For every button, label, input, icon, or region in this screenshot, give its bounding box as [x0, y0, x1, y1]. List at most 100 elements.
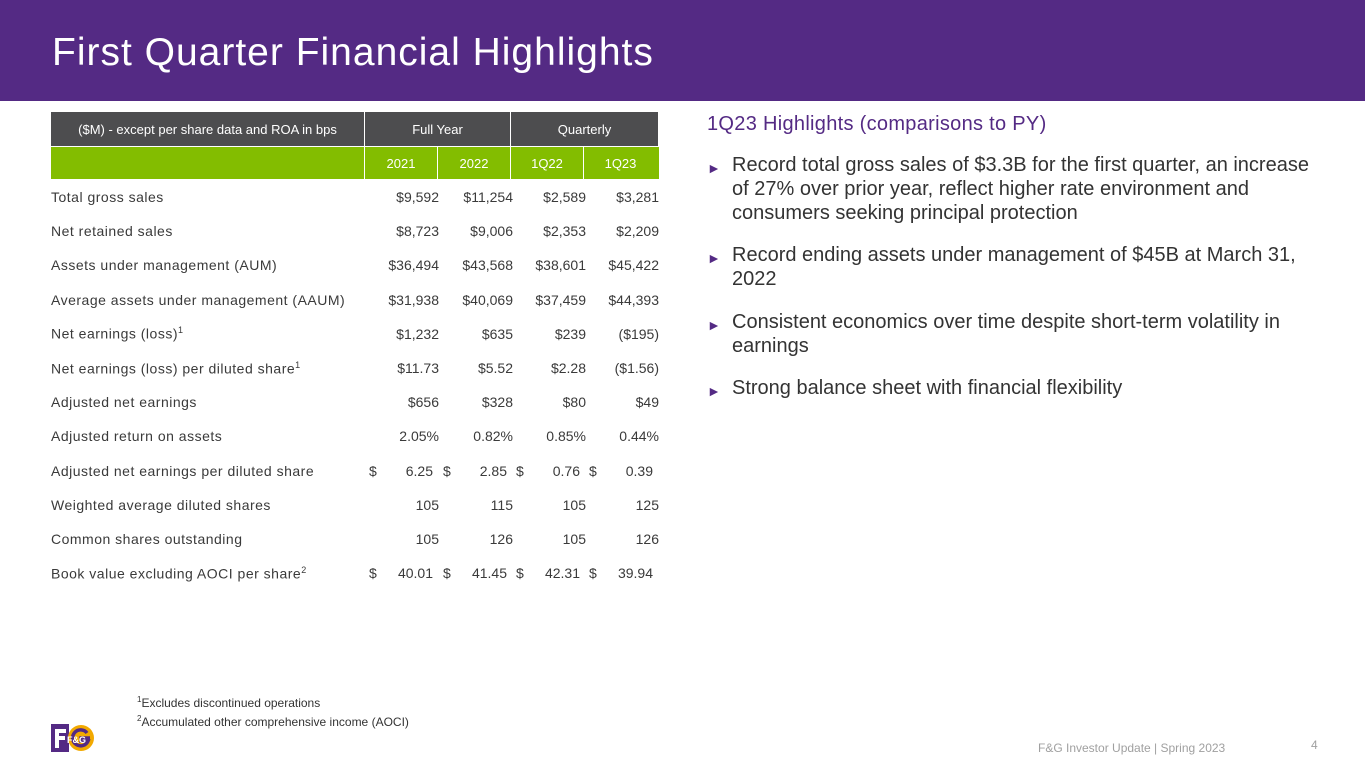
table-cell: ($1.56) — [614, 360, 659, 376]
table-cell: $9,006 — [470, 223, 513, 240]
table-header-label: ($M) - except per share data and ROA in … — [51, 112, 364, 146]
bullet-text: Record total gross sales of $3.3B for th… — [732, 154, 1309, 224]
quarterly-header: Quarterly — [511, 112, 658, 146]
table-row: Weighted average diluted shares 105 115 105… — [51, 488, 659, 522]
dollar-sign: $ — [589, 565, 597, 582]
table-row: Assets under management (AUM) $36,494 $43,… — [51, 248, 659, 282]
dollar-sign: $ — [516, 462, 524, 479]
highlights-heading: 1Q23 Highlights (comparisons to PY) — [707, 113, 1047, 135]
table-cell: 41.45 — [471, 565, 507, 582]
table-cell: $635 — [481, 325, 513, 342]
table-cell: 40.01 — [397, 565, 433, 582]
footer-text: F&G Investor Update | Spring 2023 — [1038, 741, 1226, 755]
table-row: Common shares outstanding 105 126 105 126 — [51, 522, 659, 556]
row-label: Net earnings (loss)1 — [51, 325, 184, 343]
table-cell: $44,393 — [608, 291, 659, 308]
table-cell: 2.85 — [479, 462, 507, 479]
footnotes: 1Excludes discontinued operations 2Accum… — [137, 692, 409, 730]
dollar-sign: $ — [516, 565, 524, 582]
highlight-bullet: ► Strong balance sheet with financial fl… — [707, 376, 1327, 400]
table-row: Book value excluding AOCI per share2 $40.… — [51, 556, 659, 590]
footnote: 2Accumulated other comprehensive income … — [137, 714, 409, 729]
table-row: Adjusted return on assets 2.05% 0.82% 0.85%… — [51, 419, 659, 453]
table-cell: $38,601 — [535, 257, 586, 274]
row-label: Total gross sales — [51, 189, 164, 205]
table-row: Total gross sales $9,592 $11,254 $2,589 $3,2… — [51, 180, 659, 214]
table-cell: $36,494 — [388, 257, 439, 274]
dollar-sign: $ — [589, 462, 597, 479]
table-cell: $49 — [635, 394, 659, 411]
table-row: Adjusted net earnings $656 $328 $80 $49 — [51, 385, 659, 419]
bullet-text: Record ending assets under management of… — [732, 244, 1296, 290]
row-label: Adjusted return on assets — [51, 428, 223, 445]
table-cell: 6.25 — [405, 462, 433, 479]
highlight-bullet: ► Record total gross sales of $3.3B for … — [707, 153, 1327, 225]
table-cell: 2.05% — [399, 428, 439, 445]
table-cell: $9,592 — [396, 189, 439, 205]
table-cell: $2,353 — [543, 223, 586, 240]
table-header-row: ($M) - except per share data and ROA in … — [51, 112, 658, 146]
page-title: First Quarter Financial Highlights — [52, 31, 654, 74]
table-cell: $2.28 — [550, 360, 586, 376]
table-cell: $239 — [554, 325, 586, 342]
row-label: Common shares outstanding — [51, 531, 243, 547]
table-cell: 125 — [635, 496, 659, 513]
dollar-sign: $ — [443, 565, 451, 582]
table-cell: 105 — [415, 496, 439, 513]
svg-text:F&G: F&G — [67, 735, 86, 745]
bullet-text: Consistent economics over time despite s… — [732, 311, 1280, 357]
row-label: Assets under management (AUM) — [51, 257, 278, 274]
table-cell: $11.73 — [397, 360, 439, 376]
table-cell: 0.39 — [625, 462, 653, 479]
dollar-sign: $ — [443, 462, 451, 479]
table-cell: 105 — [562, 496, 586, 513]
table-cell: $37,459 — [535, 291, 586, 308]
row-label: Net earnings (loss) per diluted share1 — [51, 359, 301, 377]
column-header-1q23: 1Q23 — [604, 155, 637, 171]
table-cell: ($195) — [618, 325, 659, 342]
table-column-header-row: 2021 2022 1Q22 1Q23 — [51, 147, 659, 179]
table-row: Average assets under management (AAUM) $3… — [51, 283, 659, 317]
table-cell: 0.76 — [552, 462, 580, 479]
row-label: Net retained sales — [51, 223, 173, 240]
table-row: Adjusted net earnings per diluted share $… — [51, 454, 659, 488]
triangle-bullet-icon: ► — [707, 317, 721, 333]
full-year-header: Full Year — [365, 112, 510, 146]
column-header-2022: 2022 — [459, 155, 489, 171]
table-cell: $43,568 — [462, 257, 513, 274]
table-cell: 42.31 — [544, 565, 580, 582]
table-cell: $2,209 — [616, 223, 659, 240]
table-cell: $8,723 — [396, 223, 439, 240]
table-cell: 0.85% — [546, 428, 586, 445]
table-cell: 115 — [490, 496, 513, 513]
row-label: Adjusted net earnings — [51, 394, 197, 411]
column-header-1q22: 1Q22 — [531, 155, 563, 171]
table-cell: $1,232 — [396, 325, 439, 342]
row-label: Adjusted net earnings per diluted share — [51, 462, 315, 479]
title-bar: First Quarter Financial Highlights — [0, 0, 1365, 101]
table-cell: $3,281 — [616, 189, 659, 205]
triangle-bullet-icon: ► — [707, 250, 721, 266]
table-cell: $2,589 — [543, 189, 586, 205]
row-label: Book value excluding AOCI per share2 — [51, 564, 307, 582]
page-number: 4 — [1311, 738, 1318, 752]
table-cell: $11,254 — [463, 189, 513, 205]
table-cell: 126 — [635, 531, 659, 547]
highlight-bullet: ► Record ending assets under management … — [707, 243, 1327, 291]
column-header-2021: 2021 — [386, 155, 416, 171]
table-cell: $45,422 — [608, 257, 659, 274]
table-cell: $656 — [407, 394, 439, 411]
triangle-bullet-icon: ► — [707, 383, 721, 399]
table-cell: $5.52 — [477, 360, 513, 376]
table-cell: 0.82% — [473, 428, 513, 445]
table-cell: 0.44% — [619, 428, 659, 445]
table-cell: 126 — [489, 531, 513, 547]
table-row: Net retained sales $8,723 $9,006 $2,353 $2,2… — [51, 214, 659, 248]
bullet-text: Strong balance sheet with financial flex… — [732, 377, 1123, 399]
dollar-sign: $ — [369, 565, 377, 582]
table-cell: 105 — [562, 531, 586, 547]
table-cell: $328 — [481, 394, 513, 411]
dollar-sign: $ — [369, 462, 377, 479]
row-label: Weighted average diluted shares — [51, 496, 271, 513]
triangle-bullet-icon: ► — [707, 160, 721, 176]
